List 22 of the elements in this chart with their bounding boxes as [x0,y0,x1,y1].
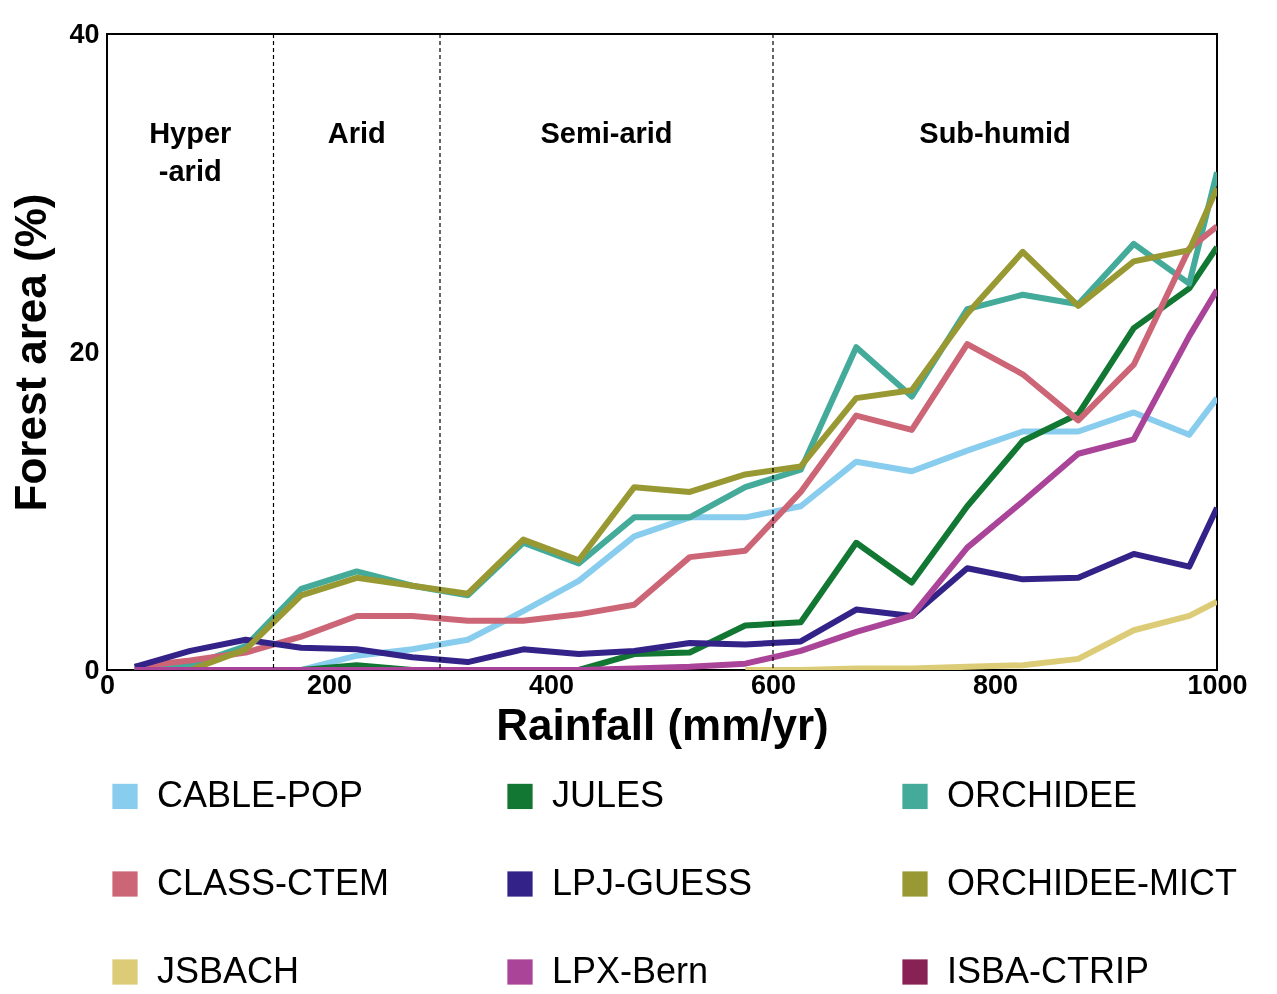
x-tick-label: 600 [750,669,797,700]
x-axis-title: Rainfall (mm/yr) [496,699,829,749]
x-tick-label: 800 [972,669,1019,700]
legend-label: JULES [552,774,665,816]
annotation: Arid [327,117,386,149]
legend-label: CABLE-POP [157,774,364,816]
legend-label: LPX-Bern [552,950,709,991]
annotation: Sub-humid [919,117,1071,149]
y-tick-label: 40 [69,18,100,49]
annotation: Hyper -arid [149,117,232,187]
legend-label: LPJ-GUESS [552,862,753,903]
annotation: Semi-arid [540,117,673,149]
x-tick-label: 200 [306,669,353,700]
x-tick-label: 400 [528,669,575,700]
legend-label: CLASS-CTEM [157,862,390,903]
legend-label: ISBA-CTRIP [947,950,1150,991]
legend-label: ORCHIDEE-MICT [947,862,1237,903]
y-axis-title: Forest area (%) [6,193,56,512]
legend-label: ORCHIDEE [947,774,1138,816]
x-tick-label: 1000 [1187,669,1248,700]
y-tick-label: 20 [69,336,100,367]
legend-label: JSBACH [157,950,300,991]
